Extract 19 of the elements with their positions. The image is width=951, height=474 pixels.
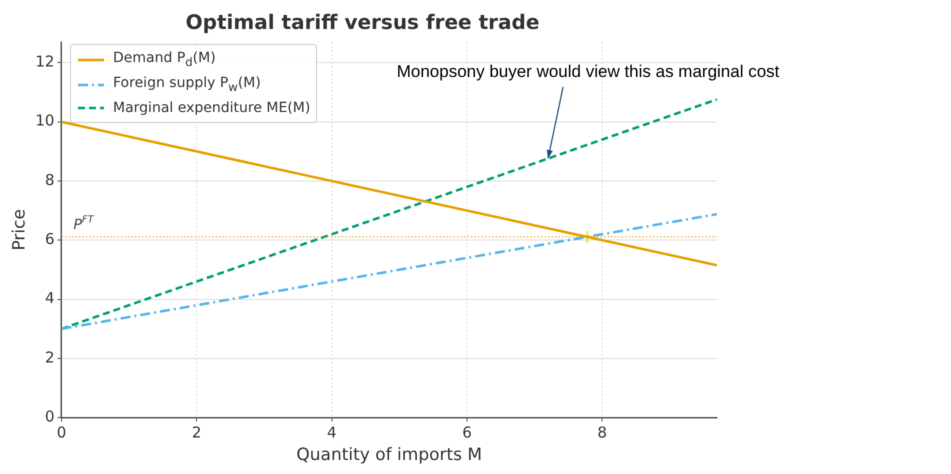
y-tick-label: 8 xyxy=(44,170,54,189)
chart-title: Optimal tariff versus free trade xyxy=(186,10,540,34)
y-tick-label: 0 xyxy=(44,407,54,426)
y-tick-label: 4 xyxy=(44,289,54,308)
x-tick-label: 6 xyxy=(462,423,472,442)
y-tick-label: 10 xyxy=(35,112,54,130)
legend-label: Foreign supply P$_{w}$(M) xyxy=(113,74,261,96)
annotation: Monopsony buyer would view this as marginal cost xyxy=(396,62,780,82)
y-tick-label: 12 xyxy=(35,52,54,71)
x-tick-label: 2 xyxy=(192,423,202,442)
x-tick-label: 0 xyxy=(56,423,66,442)
legend-label: Marginal expenditure ME(M) xyxy=(113,98,310,118)
legend-label: Demand P$_{d}$(M) xyxy=(113,49,216,71)
x-tick-label: 8 xyxy=(597,423,607,442)
y-tick-label: 2 xyxy=(44,348,54,366)
x-tick-label: 4 xyxy=(327,423,337,442)
x-axis-title: Quantity of imports M xyxy=(296,445,482,466)
y-axis-title: Price xyxy=(10,209,30,251)
y-tick-label: 6 xyxy=(44,230,54,248)
